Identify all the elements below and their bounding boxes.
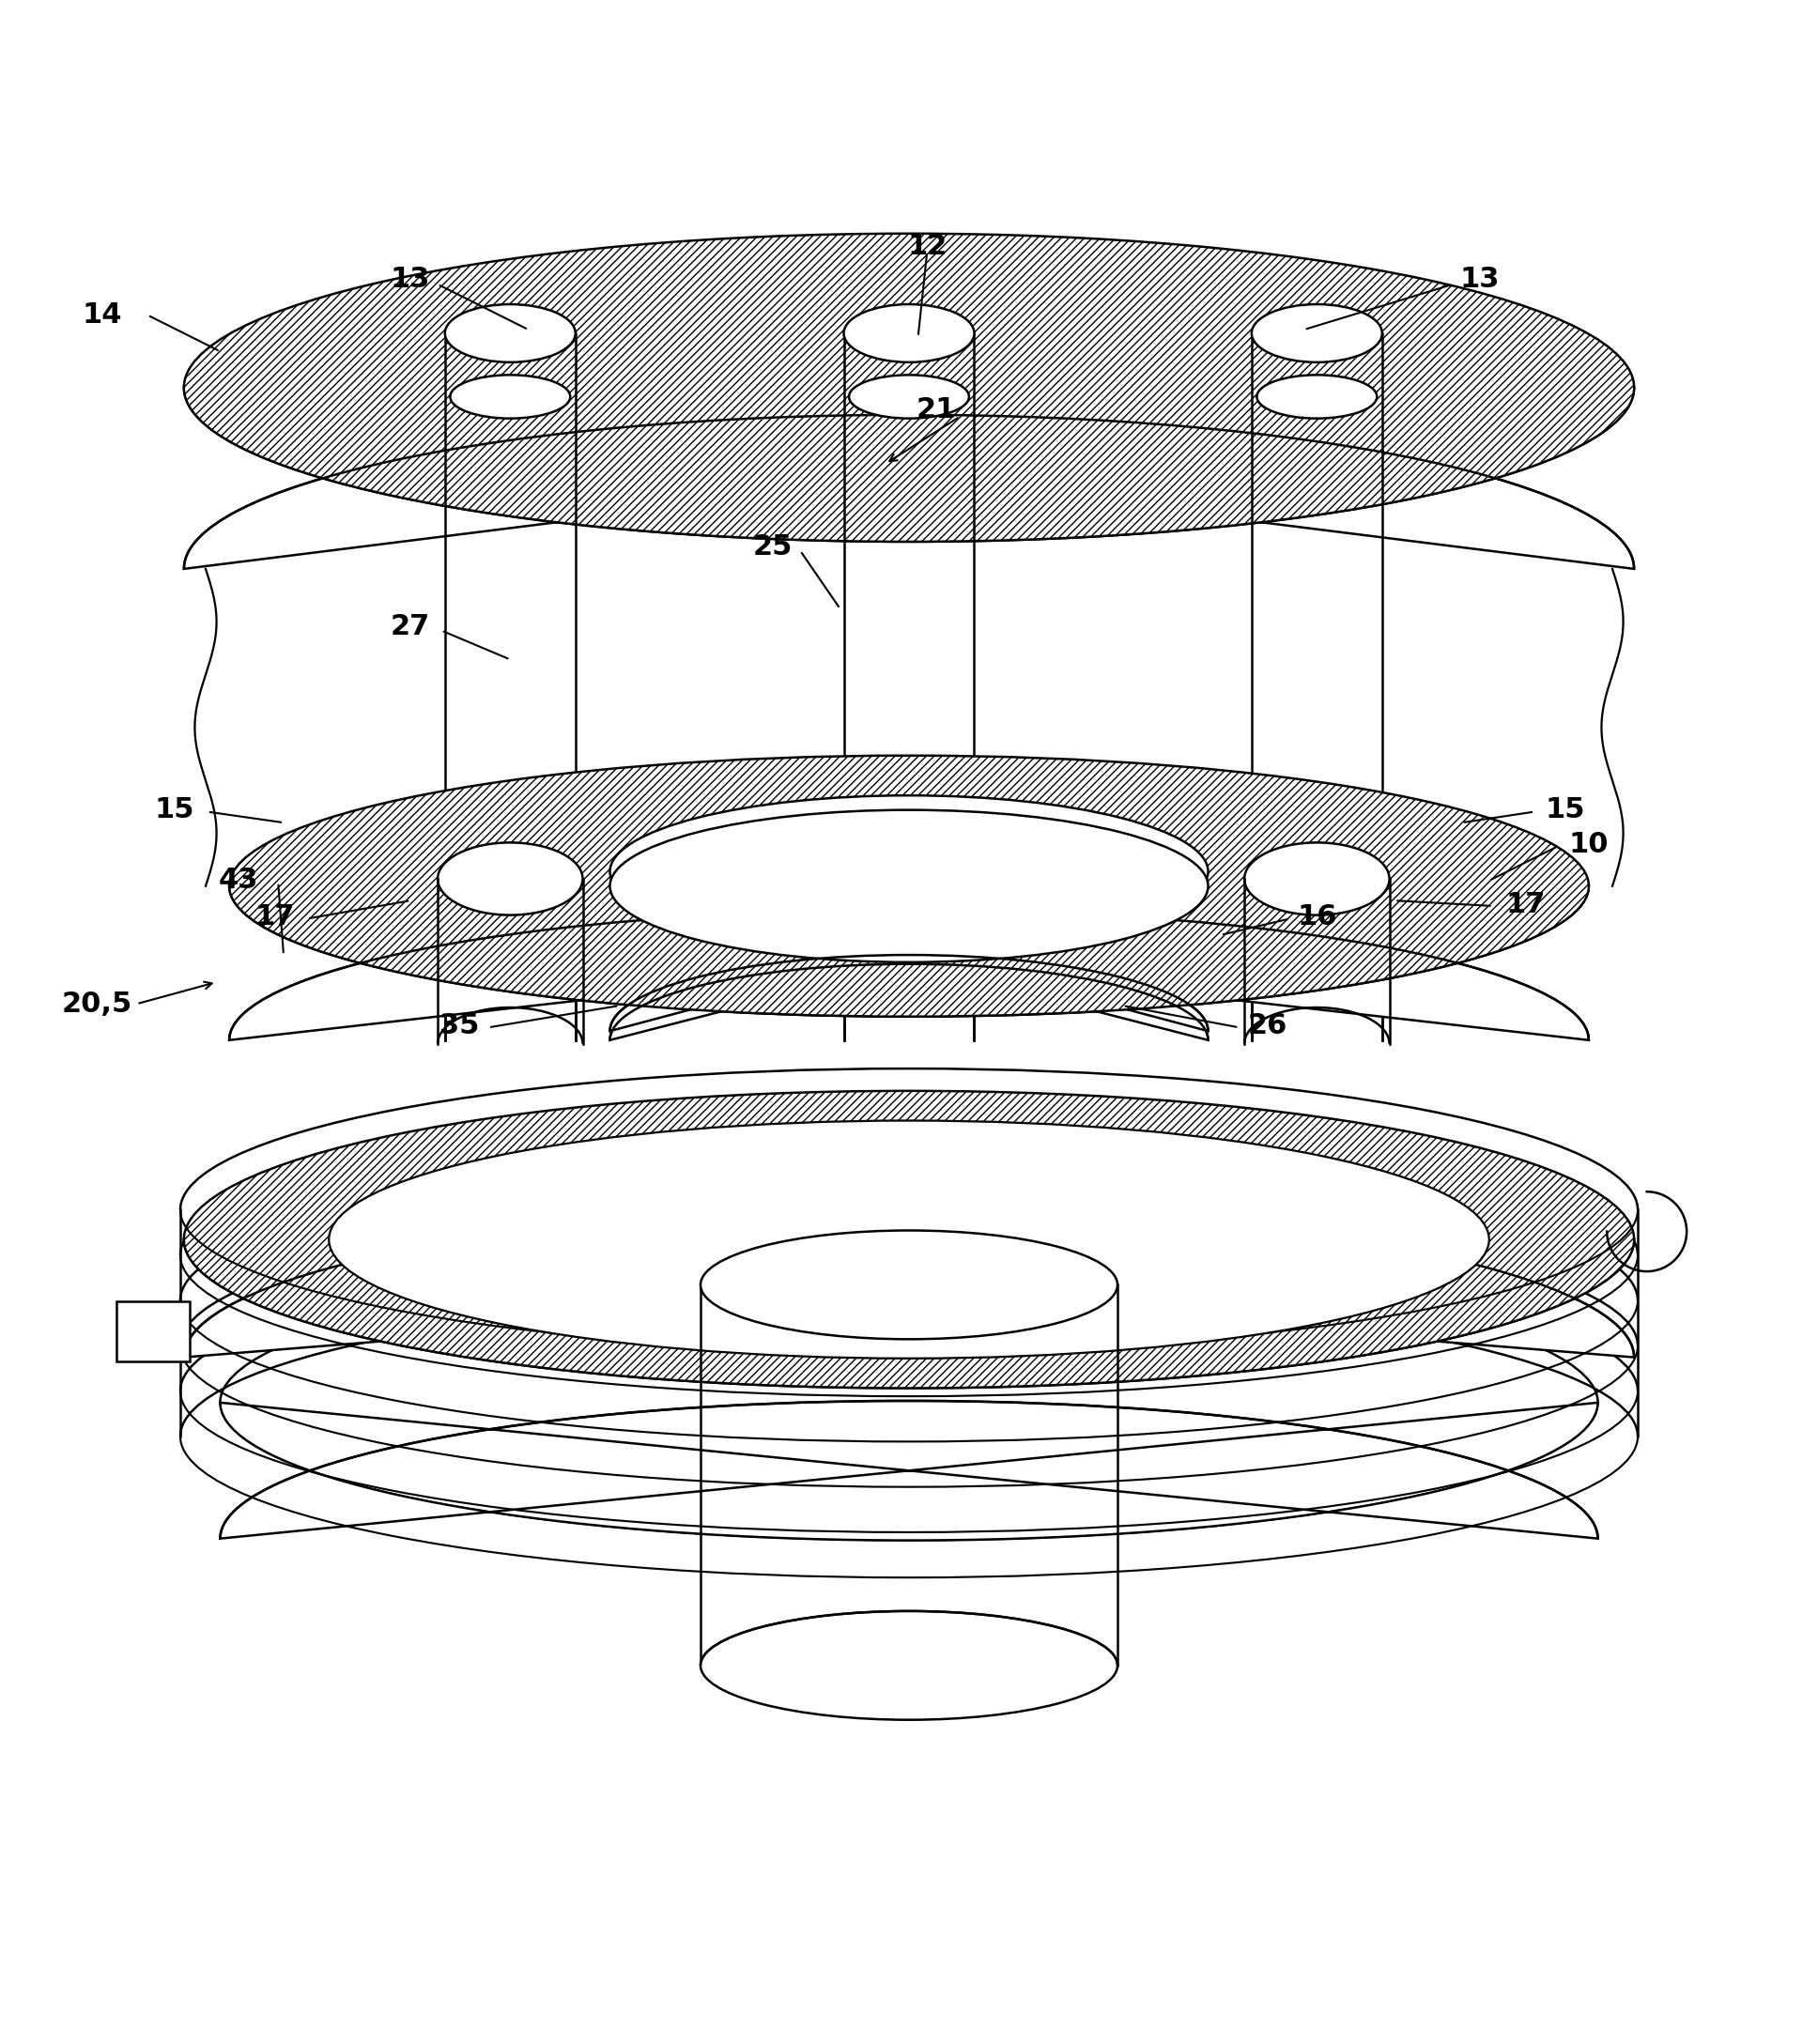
Text: 14: 14 — [82, 303, 122, 329]
Text: 17: 17 — [255, 903, 295, 930]
Ellipse shape — [329, 1120, 1489, 1359]
Ellipse shape — [184, 1091, 1634, 1388]
Ellipse shape — [1244, 842, 1389, 916]
Ellipse shape — [1251, 305, 1382, 362]
Polygon shape — [609, 885, 1209, 1040]
Text: 12: 12 — [907, 233, 947, 260]
Text: 13: 13 — [391, 266, 431, 292]
Ellipse shape — [451, 374, 571, 419]
Text: 43: 43 — [218, 867, 258, 893]
Ellipse shape — [1256, 374, 1376, 419]
Ellipse shape — [387, 1132, 1431, 1347]
Polygon shape — [220, 1400, 1598, 1541]
Polygon shape — [184, 388, 1634, 568]
Text: 16: 16 — [1296, 903, 1336, 930]
Text: 25: 25 — [753, 533, 793, 560]
Ellipse shape — [844, 305, 974, 362]
Ellipse shape — [438, 842, 584, 916]
Text: 20,5: 20,5 — [62, 989, 133, 1018]
Ellipse shape — [184, 233, 1634, 542]
Text: 35: 35 — [440, 1012, 480, 1038]
Ellipse shape — [229, 756, 1589, 1016]
Text: 15: 15 — [155, 797, 195, 824]
Ellipse shape — [609, 795, 1209, 948]
Text: 17: 17 — [1505, 891, 1545, 918]
Text: 10: 10 — [1569, 830, 1609, 858]
Polygon shape — [229, 885, 1589, 1040]
Text: 13: 13 — [1460, 266, 1500, 292]
Ellipse shape — [700, 1230, 1118, 1339]
Ellipse shape — [849, 374, 969, 419]
Polygon shape — [116, 1302, 189, 1361]
Ellipse shape — [700, 1611, 1118, 1719]
Ellipse shape — [609, 809, 1209, 963]
Text: 27: 27 — [391, 613, 431, 640]
Text: 21: 21 — [916, 397, 956, 423]
Text: 15: 15 — [1545, 797, 1585, 824]
Polygon shape — [609, 871, 1209, 1030]
Polygon shape — [184, 1208, 1634, 1388]
Ellipse shape — [445, 305, 576, 362]
Text: 26: 26 — [1247, 1012, 1287, 1038]
